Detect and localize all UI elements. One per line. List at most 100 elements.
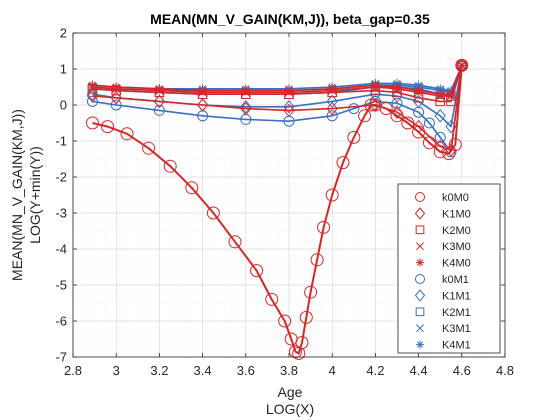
- x-tick-label: 4.2: [366, 363, 384, 378]
- x-tick-label: 4.6: [453, 363, 471, 378]
- x-tick-label: 3: [113, 363, 120, 378]
- data-point-K1M0: [326, 101, 338, 116]
- legend-marker-K1M0: [414, 207, 426, 220]
- legend-marker-k0M1: [415, 274, 425, 284]
- series-line-k0M1: [92, 65, 463, 153]
- data-point-K1M1: [240, 100, 252, 114]
- data-point-k0M0: [422, 136, 436, 150]
- data-point-k0M0: [448, 138, 462, 152]
- legend-label: k0M1: [442, 274, 469, 286]
- x-tick-label: 4: [329, 363, 336, 378]
- series-line-K1M0: [92, 65, 463, 151]
- data-point-k0M0: [401, 116, 415, 130]
- data-point-k0M0: [265, 292, 279, 306]
- y-axis-sublabel: LOG(Y+min(Y)): [27, 146, 43, 244]
- data-point-k0M0: [185, 181, 199, 195]
- data-point-K4M0: [284, 86, 294, 96]
- chart-title: MEAN(MN_V_GAIN(KM,J)), beta_gap=0.35: [150, 11, 430, 27]
- legend-marker-k0M0: [415, 192, 425, 202]
- legend-label: K2M0: [442, 225, 471, 237]
- data-point-k0M1: [434, 131, 446, 143]
- data-point-k0M0: [442, 147, 456, 161]
- data-point-k0M1: [153, 104, 165, 116]
- data-point-K1M1: [283, 100, 295, 114]
- data-point-k0M0: [304, 285, 318, 299]
- data-point-k0M0: [142, 141, 156, 155]
- data-point-k0M0: [455, 58, 469, 72]
- legend-marker-K1M1: [414, 289, 426, 302]
- y-tick-label: -7: [55, 350, 67, 365]
- series-k0M0: [85, 58, 469, 360]
- data-point-k0M0: [250, 264, 264, 278]
- data-point-K1M0: [86, 89, 99, 103]
- data-point-K4M0: [327, 84, 337, 94]
- data-point-k0M0: [358, 109, 372, 123]
- data-point-k0M0: [278, 314, 292, 328]
- legend-label: K1M1: [442, 290, 471, 302]
- legend-marker-K2M1: [415, 307, 425, 317]
- data-point-K4M0: [414, 86, 424, 96]
- data-point-k0M0: [336, 156, 350, 170]
- legend: k0M0 K1M0 K2M0 K3M0 K4M0 k0M1 K1M1 K2M1 K3M1 K4M1: [397, 183, 501, 354]
- data-point-K1M1: [412, 94, 425, 109]
- data-point-K4M0: [446, 89, 456, 99]
- data-point-k0M1: [423, 117, 435, 129]
- data-point-K1M0: [196, 98, 209, 112]
- x-tick-label: 2.8: [64, 363, 82, 378]
- x-tick-label: 3.6: [237, 363, 255, 378]
- data-point-K4M0: [392, 82, 402, 92]
- data-point-k0M0: [364, 98, 378, 112]
- data-point-K4M0: [241, 86, 251, 96]
- x-tick-label: 3.4: [194, 363, 212, 378]
- data-point-k0M0: [295, 336, 309, 350]
- data-point-K1M1: [326, 94, 338, 109]
- data-point-K4M0: [198, 86, 208, 96]
- data-point-K1M0: [110, 91, 122, 105]
- y-tick-label: 1: [60, 62, 67, 77]
- y-tick-label: 2: [60, 26, 67, 41]
- legend-label: K2M1: [442, 307, 471, 319]
- legend-label: k0M0: [442, 192, 469, 204]
- data-point-K4M1: [435, 84, 445, 94]
- data-point-k0M0: [163, 159, 177, 173]
- x-tick-label: 3.2: [150, 363, 168, 378]
- data-point-k0M1: [110, 99, 122, 111]
- data-point-k0M0: [390, 109, 404, 123]
- y-tick-label: -1: [55, 134, 67, 149]
- x-axis-sublabel: LOG(X): [266, 401, 314, 417]
- data-point-k0M0: [206, 206, 220, 220]
- data-point-K1M0: [283, 103, 295, 118]
- x-tick-label: 4.8: [496, 363, 514, 378]
- data-point-k0M0: [379, 102, 393, 116]
- data-point-K4M0: [435, 89, 445, 99]
- legend-box: [397, 183, 501, 354]
- data-point-K1M0: [240, 101, 252, 116]
- data-point-k0M0: [325, 188, 339, 202]
- data-point-k0M0: [433, 145, 447, 159]
- data-point-k0M0: [412, 125, 426, 139]
- data-point-K4M0: [154, 84, 164, 94]
- legend-label: K4M0: [442, 258, 471, 270]
- y-tick-label: -6: [55, 314, 67, 329]
- series-layer: [85, 58, 469, 360]
- y-axis-ticks: 2 1 0 -1 -2 -3 -4 -5 -6 -7: [55, 26, 505, 365]
- legend-marker-K3M1: [416, 324, 424, 333]
- legend-label: K3M0: [442, 241, 471, 253]
- legend-marker-K2M0: [415, 225, 425, 235]
- data-point-k0M1: [348, 103, 360, 115]
- y-tick-label: -3: [55, 206, 67, 221]
- legend-label: K1M0: [442, 208, 471, 220]
- data-point-K4M1: [414, 80, 424, 90]
- data-point-K1M1: [86, 87, 99, 101]
- legend-marker-K4M0: [415, 258, 425, 267]
- y-axis-label: MEAN(MN_V_GAIN(KM,J)): [9, 109, 25, 281]
- data-point-k0M1: [391, 97, 403, 109]
- data-point-k0M0: [85, 116, 99, 130]
- x-axis-ticks: 2.8 3 3.2 3.4 3.6 3.8 4 4.2 4.4 4.6 4.8: [64, 33, 514, 378]
- data-point-k0M0: [310, 253, 324, 267]
- legend-label: K3M1: [442, 323, 471, 335]
- x-tick-label: 4.4: [410, 363, 428, 378]
- legend-marker-K4M1: [415, 340, 425, 349]
